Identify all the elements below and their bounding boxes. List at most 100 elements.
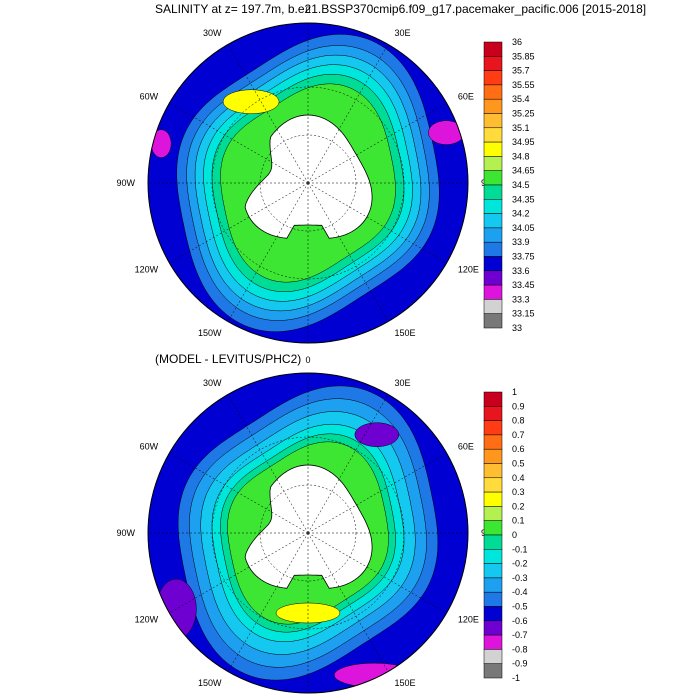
colorbar-label: 1 <box>512 387 517 397</box>
colorbar-swatch <box>483 313 503 329</box>
colorbar-swatch <box>483 56 503 71</box>
field-anomaly-patch <box>222 89 280 114</box>
colorbar-swatch <box>483 434 503 450</box>
longitude-gridline <box>169 532 309 614</box>
longitude-gridline <box>227 532 309 672</box>
colorbar-swatch <box>483 463 503 479</box>
longitude-gridline <box>227 44 309 184</box>
colorbar-swatch <box>483 506 503 521</box>
colorbar-swatch <box>483 391 503 407</box>
longitude-gridline <box>307 532 447 614</box>
colorbar-label: -0.7 <box>512 630 528 640</box>
colorbar-label: 34.35 <box>512 194 535 204</box>
longitude-label: 120E <box>458 265 479 275</box>
colorbar-swatch <box>483 606 503 622</box>
colorbar-swatch <box>483 156 503 171</box>
longitude-label: 30W <box>203 28 222 38</box>
colorbar-swatch <box>483 491 503 507</box>
colorbar-swatch <box>483 199 503 214</box>
colorbar-label: -0.5 <box>512 602 528 612</box>
map-boundary <box>147 372 469 694</box>
longitude-label: 60W <box>140 92 159 102</box>
colorbar-label: 0.2 <box>512 501 525 511</box>
colorbar-swatch <box>483 213 503 229</box>
colorbar-label: -0.2 <box>512 559 528 569</box>
colorbar-label: 0.8 <box>512 416 525 426</box>
longitude-label: 60W <box>140 442 159 452</box>
colorbar-label: 35.55 <box>512 80 535 90</box>
field-anomaly-patch <box>354 422 400 447</box>
colorbar-label: 0 <box>512 530 517 540</box>
longitude-label: 90W <box>116 528 135 538</box>
longitude-gridline <box>307 102 447 184</box>
longitude-gridline <box>227 182 309 322</box>
longitude-gridline <box>307 182 389 322</box>
colorbar-label: 33.9 <box>512 237 530 247</box>
colorbar-label: 33 <box>512 323 522 333</box>
colorbar-label: 33.15 <box>512 309 535 319</box>
colorbar-swatch <box>483 534 503 550</box>
colorbar-label: 35.1 <box>512 123 530 133</box>
colorbar-label: 34.2 <box>512 209 530 219</box>
longitude-label: 150E <box>395 328 416 338</box>
colorbar-label: 0.1 <box>512 516 525 526</box>
longitude-label: 30E <box>395 28 411 38</box>
colorbar-label: -0.8 <box>512 644 528 654</box>
colorbar-label: 35.25 <box>512 109 535 119</box>
longitude-label: 30W <box>203 378 222 388</box>
longitude-label: 30E <box>395 378 411 388</box>
longitude-label: 60E <box>458 442 474 452</box>
longitude-label: 150W <box>198 678 222 688</box>
colorbar-label: 35.7 <box>512 66 530 76</box>
colorbar-swatch <box>483 634 503 650</box>
colorbar-swatch <box>483 577 503 593</box>
colorbar-swatch <box>483 420 503 436</box>
colorbar-swatch <box>483 84 503 100</box>
colorbar-swatch <box>483 70 503 86</box>
colorbar-label: -0.3 <box>512 573 528 583</box>
colorbar-label: 36 <box>512 37 522 47</box>
field-anomaly-patch <box>150 129 172 158</box>
colorbar-label: -0.4 <box>512 587 528 597</box>
longitude-label: 60E <box>458 92 474 102</box>
colorbar-label: 35.85 <box>512 51 535 61</box>
colorbar-swatch <box>483 591 503 607</box>
colorbar-swatch <box>483 227 503 243</box>
colorbar-label: -0.6 <box>512 616 528 626</box>
colorbar-swatch <box>483 284 503 300</box>
colorbar-label: -0.9 <box>512 659 528 669</box>
colorbar-swatch <box>483 98 503 114</box>
colorbar-swatch <box>483 241 503 257</box>
colorbar-swatch <box>483 256 503 272</box>
colorbar-swatch <box>483 549 503 564</box>
colorbar-label: -0.1 <box>512 544 528 554</box>
longitude-label: 120W <box>135 265 159 275</box>
colorbar-label: 0.7 <box>512 430 525 440</box>
colorbar-swatch <box>483 663 503 679</box>
colorbar-label: 33.75 <box>512 252 535 262</box>
colorbar-swatch <box>483 127 503 143</box>
colorbar-swatch <box>483 477 503 493</box>
colorbar-label: 33.45 <box>512 280 535 290</box>
colorbar-swatch <box>483 620 503 636</box>
longitude-gridline <box>169 452 309 534</box>
longitude-label: 120E <box>458 615 479 625</box>
colorbar-label: 34.5 <box>512 180 530 190</box>
colorbar-label: 35.4 <box>512 94 530 104</box>
map-title-difference: (MODEL - LEVITUS/PHC2) <box>155 352 302 366</box>
longitude-gridline <box>307 394 389 534</box>
colorbar-label: 34.95 <box>512 137 535 147</box>
difference-polar-map: 030E60E90E120E150E180150W120W90W60W30W10… <box>116 355 528 694</box>
colorbar-label: -1 <box>512 673 520 683</box>
longitude-label: 150W <box>198 328 222 338</box>
longitude-gridline <box>307 452 447 534</box>
colorbar-swatch <box>483 406 503 421</box>
map-title-salinity: SALINITY at z= 197.7m, b.e21.BSSP370cmip… <box>155 2 647 16</box>
colorbar-swatch <box>483 113 503 129</box>
colorbar-label: 0.9 <box>512 401 525 411</box>
longitude-label: 120W <box>135 615 159 625</box>
colorbar-label: 34.05 <box>512 223 535 233</box>
colorbar-label: 0.5 <box>512 459 525 469</box>
longitude-label: 150E <box>395 678 416 688</box>
longitude-gridline <box>307 44 389 184</box>
